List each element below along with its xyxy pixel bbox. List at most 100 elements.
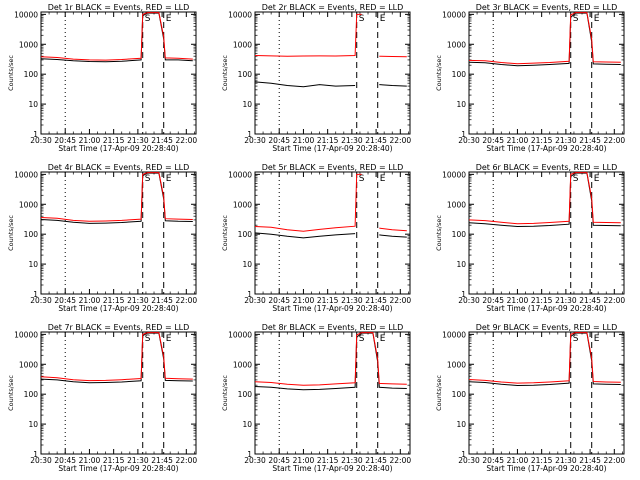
panel: Det 8r BLACK = Events, RED = LLD 1 10 100 10… xyxy=(221,323,411,473)
x-tick-label: 21:30 xyxy=(341,296,363,305)
plot-frame xyxy=(468,171,625,295)
x-tick-label: 22:00 xyxy=(390,296,412,305)
y-tick-label: 10000 xyxy=(14,330,38,339)
series-lld-line xyxy=(469,12,621,65)
x-axis-label: Start Time (17-Apr-09 20:28:40) xyxy=(58,304,178,313)
x-tick-label: 21:00 xyxy=(507,136,529,145)
x-tick-label: 22:00 xyxy=(604,456,626,465)
y-tick-label: 10000 xyxy=(228,330,252,339)
x-tick-label: 21:15 xyxy=(317,456,339,465)
y-tick-label: 10 xyxy=(242,100,252,109)
panel: Det 3r BLACK = Events, RED = LLD 1 10 100 10… xyxy=(435,3,625,153)
x-tick-label: 21:15 xyxy=(531,136,553,145)
x-tick-label: 20:30 xyxy=(244,136,266,145)
y-tick-label: 10000 xyxy=(442,170,466,179)
y-tick-label: 100 xyxy=(452,390,467,399)
x-axis-label: Start Time (17-Apr-09 20:28:40) xyxy=(58,464,178,473)
y-tick-label: 10 xyxy=(456,420,466,429)
x-axis-label: Start Time (17-Apr-09 20:28:40) xyxy=(486,304,606,313)
x-tick-label: 20:30 xyxy=(458,136,480,145)
x-tick-label: 21:45 xyxy=(579,456,601,465)
panel: Det 4r BLACK = Events, RED = LLD 1 10 100 10… xyxy=(7,163,197,313)
y-tick-label: 10 xyxy=(242,260,252,269)
marker-e-label: E xyxy=(166,334,172,344)
y-tick-label: 10000 xyxy=(14,10,38,19)
x-tick-label: 21:15 xyxy=(317,136,339,145)
x-tick-label: 21:15 xyxy=(531,296,553,305)
x-tick-label: 21:00 xyxy=(293,296,315,305)
y-axis-label: Counts/sec xyxy=(435,375,443,411)
marker-e-label: E xyxy=(166,14,172,24)
x-tick-label: 21:30 xyxy=(341,456,363,465)
x-tick-label: 21:00 xyxy=(79,136,101,145)
x-tick-label: 21:15 xyxy=(103,136,125,145)
x-tick-label: 20:45 xyxy=(268,136,290,145)
marker-e-label: E xyxy=(380,14,386,24)
x-tick-label: 21:30 xyxy=(341,136,363,145)
y-tick-label: 100 xyxy=(238,230,253,239)
marker-e-label: E xyxy=(594,14,600,24)
x-tick-label: 21:00 xyxy=(79,456,101,465)
y-tick-label: 1 xyxy=(461,130,466,139)
x-axis-label: Start Time (17-Apr-09 20:28:40) xyxy=(486,144,606,153)
x-axis-label: Start Time (17-Apr-09 20:28:40) xyxy=(272,304,392,313)
panel-title: Det 1r BLACK = Events, RED = LLD xyxy=(48,3,190,12)
panel-title: Det 3r BLACK = Events, RED = LLD xyxy=(476,3,618,12)
x-tick-label: 22:00 xyxy=(390,136,412,145)
y-tick-label: 1 xyxy=(461,450,466,459)
panel: Det 2r BLACK = Events, RED = LLD 1 10 100 10… xyxy=(221,3,411,153)
panel-title: Det 7r BLACK = Events, RED = LLD xyxy=(48,323,190,332)
y-tick-label: 1000 xyxy=(233,360,252,369)
series-lld-line xyxy=(255,173,407,232)
series-lld-line xyxy=(41,12,193,61)
x-tick-label: 21:30 xyxy=(127,296,149,305)
series-events-line xyxy=(255,232,407,239)
x-tick-label: 21:45 xyxy=(151,296,173,305)
y-tick-label: 10 xyxy=(28,420,38,429)
y-tick-label: 100 xyxy=(452,230,467,239)
y-tick-label: 1 xyxy=(247,450,252,459)
y-tick-label: 10 xyxy=(456,260,466,269)
x-tick-label: 21:45 xyxy=(579,296,601,305)
marker-s-label: S xyxy=(573,174,579,184)
marker-e-label: E xyxy=(380,334,386,344)
series-lld-line xyxy=(255,13,407,58)
x-tick-label: 21:45 xyxy=(365,136,387,145)
panel: Det 7r BLACK = Events, RED = LLD 1 10 100 10… xyxy=(7,323,197,473)
x-tick-label: 22:00 xyxy=(604,296,626,305)
series-events-line xyxy=(255,81,407,88)
x-axis-label: Start Time (17-Apr-09 20:28:40) xyxy=(272,144,392,153)
y-tick-label: 10 xyxy=(242,420,252,429)
series-lld-line xyxy=(469,172,621,225)
marker-s-label: S xyxy=(145,14,151,24)
marker-s-label: S xyxy=(145,174,151,184)
plot-frame xyxy=(468,331,625,455)
series-lld-line xyxy=(41,332,193,382)
x-tick-label: 20:30 xyxy=(458,456,480,465)
x-tick-label: 20:45 xyxy=(482,296,504,305)
x-tick-label: 20:30 xyxy=(30,136,52,145)
y-axis-label: Counts/sec xyxy=(435,55,443,91)
y-tick-label: 1 xyxy=(33,290,38,299)
panel: Det 9r BLACK = Events, RED = LLD 1 10 100 10… xyxy=(435,323,625,473)
marker-s-label: S xyxy=(145,334,151,344)
y-tick-label: 1000 xyxy=(19,40,38,49)
x-tick-label: 20:45 xyxy=(482,136,504,145)
plot-frame xyxy=(254,11,411,135)
x-tick-label: 20:30 xyxy=(458,296,480,305)
x-tick-label: 21:00 xyxy=(507,296,529,305)
series-lld-line xyxy=(469,332,621,384)
y-tick-label: 100 xyxy=(238,70,253,79)
y-axis-label: Counts/sec xyxy=(221,375,229,411)
x-tick-label: 21:30 xyxy=(555,296,577,305)
y-tick-label: 1000 xyxy=(447,200,466,209)
plot-frame xyxy=(468,11,625,135)
y-tick-label: 100 xyxy=(24,230,39,239)
x-tick-label: 21:00 xyxy=(293,136,315,145)
y-tick-label: 10 xyxy=(456,100,466,109)
series-lld-line xyxy=(255,332,407,386)
x-tick-label: 21:15 xyxy=(103,456,125,465)
y-tick-label: 1 xyxy=(33,450,38,459)
x-tick-label: 21:00 xyxy=(507,456,529,465)
